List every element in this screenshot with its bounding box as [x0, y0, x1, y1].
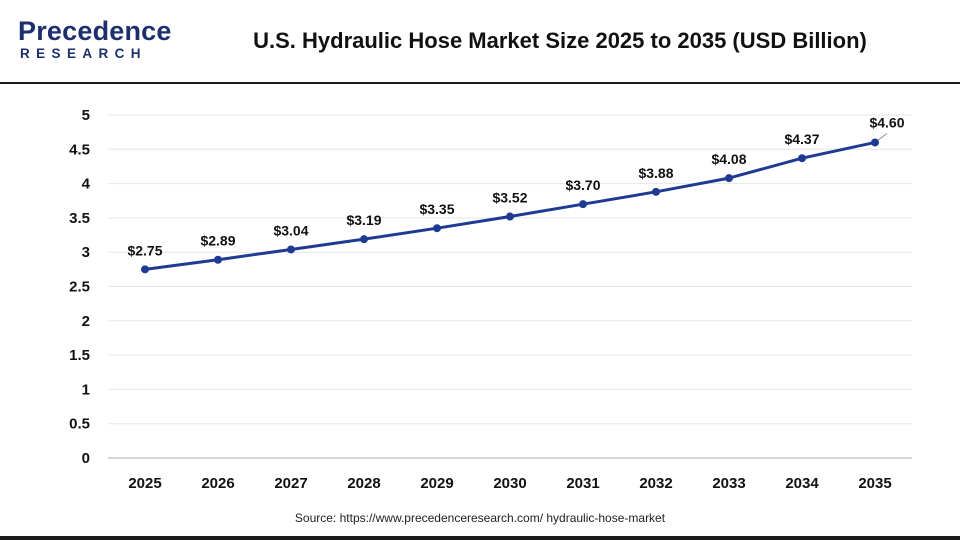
- y-tick-label: 5: [82, 107, 90, 124]
- data-label: $3.19: [346, 212, 381, 228]
- data-label: $4.37: [784, 131, 819, 147]
- x-tick-label: 2027: [274, 475, 307, 492]
- data-point: [360, 235, 368, 244]
- data-point: [725, 174, 733, 183]
- y-tick-label: 4.5: [69, 141, 90, 158]
- line-chart: 0 0.5 1 1.5 2 2.5 3 3.5 4 4.5 5 2025 2026 2027 2028 202…: [69, 107, 912, 492]
- x-tick-label: 2033: [712, 475, 745, 492]
- data-point: [798, 154, 806, 163]
- header: Precedence RESEARCH U.S. Hydraulic Hose …: [0, 0, 960, 84]
- x-tick-label: 2035: [858, 475, 891, 492]
- y-tick-label: 4: [82, 176, 91, 193]
- y-tick-label: 1.5: [69, 347, 90, 364]
- y-tick-label: 3.5: [69, 210, 90, 227]
- logo-name: Precedence: [18, 16, 172, 46]
- series-line: [143, 140, 877, 271]
- data-label: $3.70: [565, 177, 600, 193]
- y-tick-label: 1: [82, 381, 90, 398]
- data-label: $3.88: [638, 165, 673, 181]
- data-label: $4.08: [711, 151, 746, 167]
- data-label: $3.35: [419, 201, 454, 217]
- data-point: [871, 138, 879, 147]
- data-point: [652, 187, 660, 196]
- chart-title: U.S. Hydraulic Hose Market Size 2025 to …: [253, 28, 867, 53]
- data-label: $3.52: [492, 190, 527, 206]
- data-label: $2.89: [200, 233, 235, 249]
- data-label: $4.60: [869, 114, 904, 130]
- data-point: [506, 212, 514, 221]
- y-tick-label: 2: [82, 313, 90, 330]
- x-tick-label: 2031: [566, 475, 599, 492]
- y-tick-label: 2.5: [69, 279, 90, 296]
- x-tick-label: 2025: [128, 475, 161, 492]
- data-point: [579, 200, 587, 209]
- header-divider: [0, 82, 960, 84]
- data-point: [287, 245, 295, 254]
- x-tick-label: 2030: [493, 475, 526, 492]
- x-tick-label: 2032: [639, 475, 672, 492]
- y-tick-label: 3: [82, 244, 90, 261]
- data-point: [141, 265, 149, 274]
- logo: Precedence RESEARCH: [18, 16, 171, 64]
- data-label: $3.04: [273, 222, 308, 238]
- data-point: [433, 224, 441, 233]
- data-label: $2.75: [127, 242, 162, 258]
- y-tick-label: 0.5: [69, 416, 90, 433]
- x-tick-label: 2034: [785, 475, 819, 492]
- data-point: [214, 255, 222, 264]
- source-note: Source: https://www.precedenceresearch.c…: [294, 511, 666, 525]
- x-tick-label: 2029: [420, 475, 453, 492]
- logo-subtitle: RESEARCH: [20, 46, 147, 61]
- x-tick-label: 2026: [201, 475, 234, 492]
- x-tick-label: 2028: [347, 475, 380, 492]
- y-tick-label: 0: [82, 450, 90, 467]
- bottom-border: [0, 536, 960, 540]
